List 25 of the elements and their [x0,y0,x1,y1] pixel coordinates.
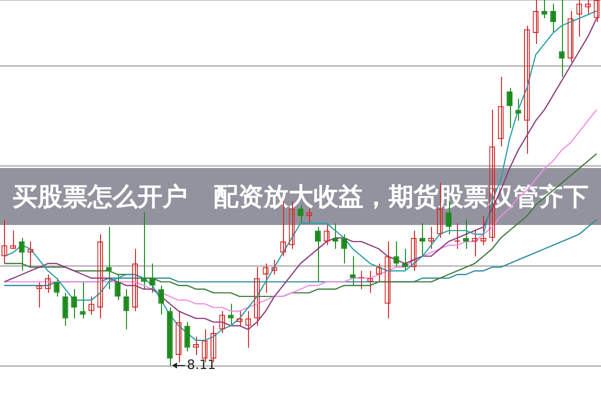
candlestick [18,237,25,272]
candlestick [106,226,112,290]
candlestick [80,281,86,319]
candlestick [140,212,147,290]
candlestick [454,222,460,250]
candlestick [541,0,548,19]
candlestick [62,292,68,326]
candlestick [314,226,321,282]
candlestick [506,87,512,129]
candlestick [402,248,408,272]
candlestick [550,3,556,34]
candlestick [158,284,164,316]
candlestick [149,263,156,294]
candlestick [184,322,190,352]
candlestick [114,274,121,301]
candlestick [332,222,338,250]
candlestick [228,303,234,326]
candlestick [341,234,347,264]
candlestick [558,0,565,78]
candlestick [463,219,469,250]
candlestick [420,222,426,257]
candlestick [71,288,77,319]
candlestick [54,278,60,297]
candlestick [393,241,400,268]
annotation: 8.11 [186,358,216,373]
